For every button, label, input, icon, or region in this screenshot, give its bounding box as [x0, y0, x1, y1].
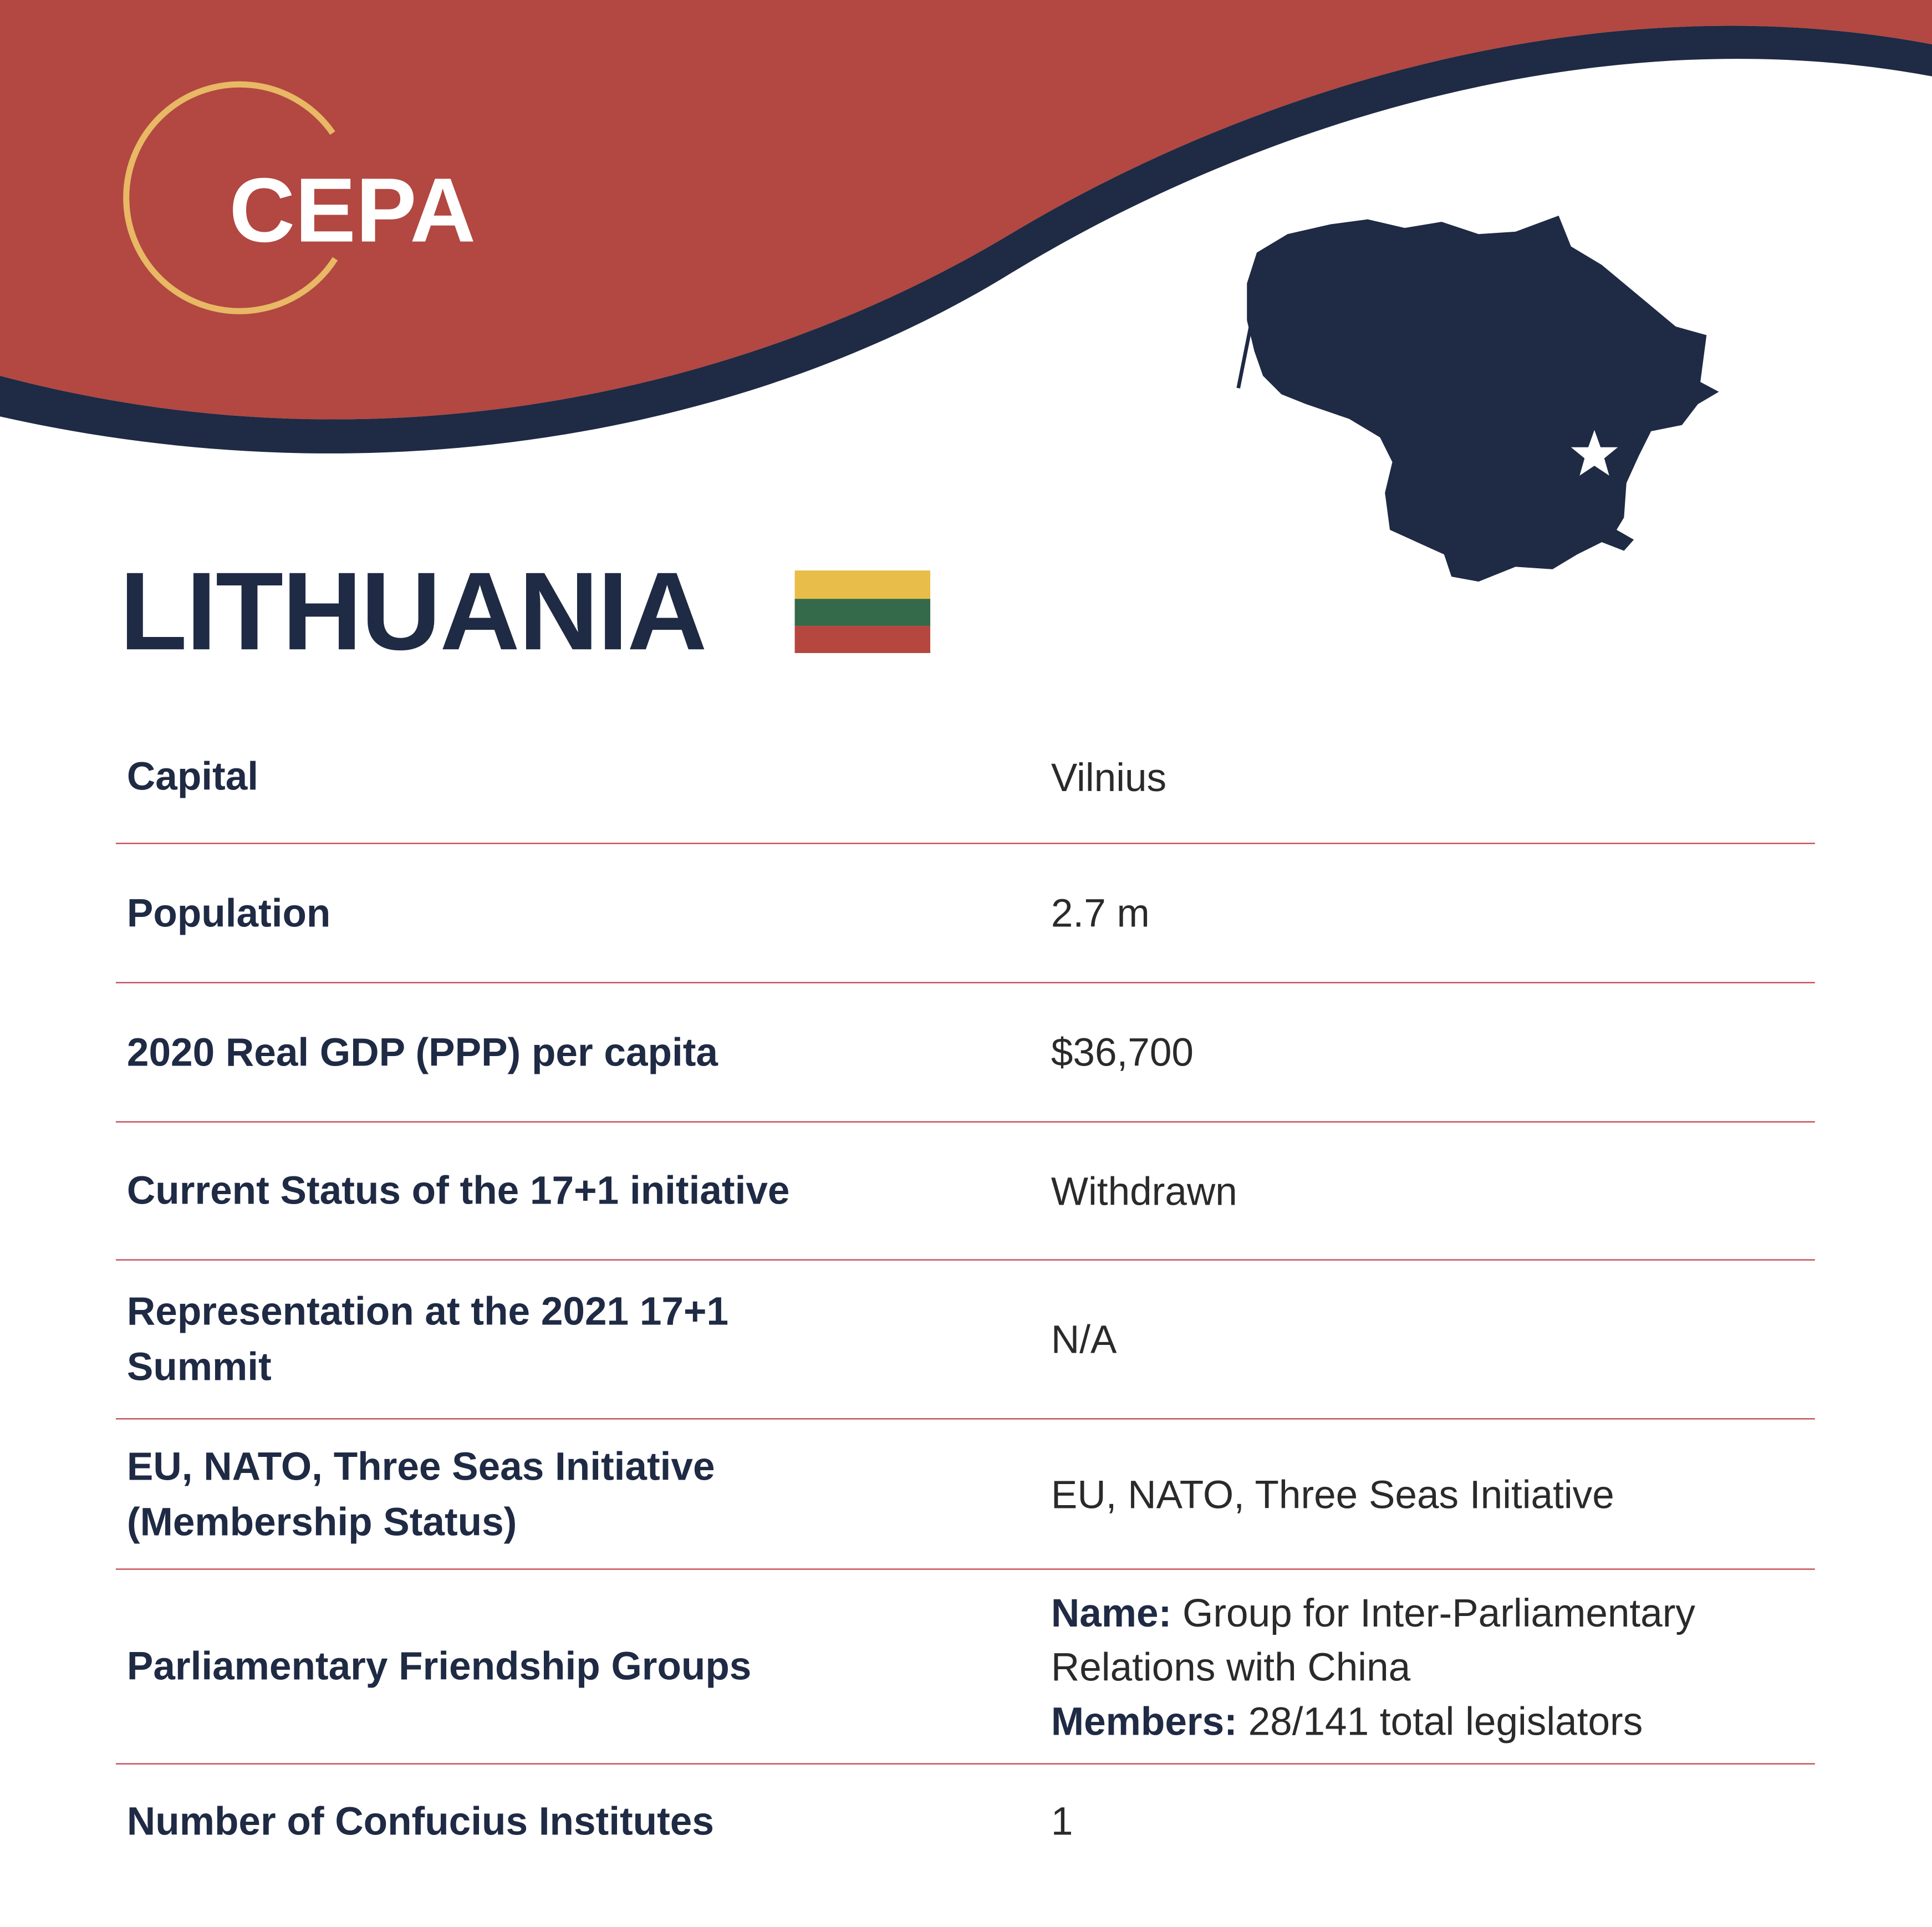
- value-line: Name: Group for Inter-Parliamentary Rela…: [1051, 1585, 1815, 1694]
- value-text: N/A: [1051, 1317, 1117, 1362]
- logo-ring: [123, 81, 338, 314]
- row-label: Representation at the 2021 17+1 Summit: [116, 1284, 1051, 1395]
- row-label: Current Status of the 17+1 initiative: [116, 1163, 1051, 1219]
- facts-table: Capital Vilnius Population 2.7 m 2020 Real G…: [115, 711, 1815, 1878]
- row-value: EU, NATO, Three Seas Initiative: [1051, 1467, 1815, 1521]
- table-row: Representation at the 2021 17+1 Summit N/…: [115, 1261, 1815, 1420]
- map-spit: [1236, 320, 1254, 389]
- row-value: 2.7 m: [1051, 886, 1815, 940]
- value-text: Vilnius: [1051, 755, 1167, 799]
- table-row: Current Status of the 17+1 initiative Wit…: [115, 1123, 1815, 1261]
- row-value: Withdrawn: [1051, 1164, 1815, 1218]
- value-key: Name:: [1051, 1590, 1172, 1635]
- row-label: Number of Confucius Institutes: [116, 1793, 1051, 1849]
- row-label: Capital: [116, 749, 1051, 804]
- value-line: Members: 28/141 total legislators: [1051, 1694, 1815, 1748]
- value-text: 1: [1051, 1798, 1073, 1844]
- row-value: Vilnius: [1051, 750, 1815, 804]
- row-label: 2020 Real GDP (PPP) per capita: [116, 1024, 1051, 1080]
- red-wave: [0, 0, 1932, 420]
- table-row: Parliamentary Friendship Groups Name: Gro…: [115, 1570, 1815, 1765]
- row-label: Population: [116, 885, 1051, 941]
- map-shape: [1247, 215, 1719, 582]
- label-text: Parliamentary Friendship Groups: [126, 1643, 752, 1688]
- country-title: LITHUANIA: [119, 550, 707, 674]
- label-text: Population: [126, 890, 331, 935]
- value-text: 28/141 total legislators: [1248, 1698, 1643, 1743]
- label-text: Current Status of the 17+1 initiative: [126, 1168, 790, 1213]
- value-text: $36,700: [1051, 1030, 1194, 1075]
- value-text: Withdrawn: [1051, 1169, 1237, 1214]
- table-row: 2020 Real GDP (PPP) per capita $36,700: [115, 983, 1815, 1123]
- label-text: EU, NATO, Three Seas Initiative (Members…: [126, 1443, 715, 1543]
- label-text: Capital: [126, 754, 259, 799]
- value-text: Group for Inter-Parliamentary Relations …: [1051, 1590, 1695, 1689]
- flag-green: [794, 599, 931, 626]
- flag-yellow: [794, 570, 931, 599]
- label-text: Number of Confucius Institutes: [126, 1798, 714, 1843]
- table-row: Population 2.7 m: [115, 844, 1815, 983]
- value-text: 2.7 m: [1051, 890, 1150, 935]
- flag-red: [794, 626, 931, 653]
- row-value: $36,700: [1051, 1025, 1815, 1079]
- table-row: Number of Confucius Institutes 1: [116, 1765, 1815, 1878]
- value-key: Members:: [1051, 1698, 1237, 1743]
- row-value: N/A: [1051, 1312, 1815, 1367]
- row-label: EU, NATO, Three Seas Initiative (Members…: [116, 1439, 1051, 1549]
- table-row: Capital Vilnius: [115, 711, 1815, 844]
- capital-star: [1571, 430, 1618, 476]
- value-text: EU, NATO, Three Seas Initiative: [1051, 1471, 1614, 1516]
- row-value: Name: Group for Inter-Parliamentary Rela…: [1051, 1585, 1815, 1747]
- table-row: EU, NATO, Three Seas Initiative (Members…: [115, 1419, 1815, 1570]
- row-label: Parliamentary Friendship Groups: [116, 1639, 1051, 1694]
- row-value: 1: [1051, 1794, 1815, 1848]
- logo-text: CEPA: [229, 159, 476, 261]
- label-text: Representation at the 2021 17+1 Summit: [126, 1288, 729, 1389]
- label-text: 2020 Real GDP (PPP) per capita: [126, 1029, 718, 1074]
